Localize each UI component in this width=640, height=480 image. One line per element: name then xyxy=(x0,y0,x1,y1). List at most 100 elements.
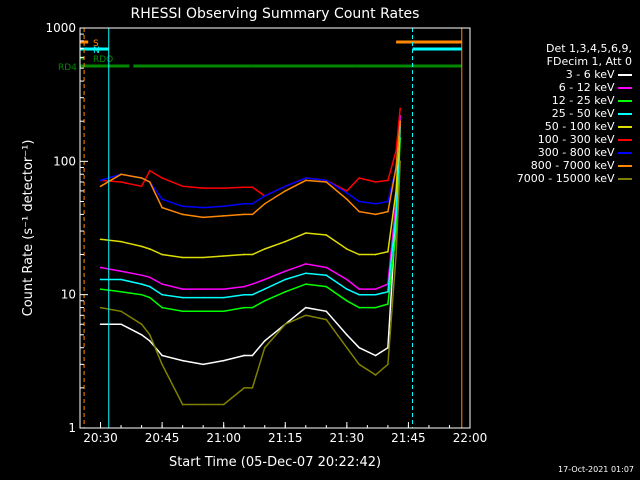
legend-entry-1: 6 - 12 keV xyxy=(559,81,632,94)
series-2-point-15 xyxy=(358,306,360,309)
legend-entry-7: 800 - 7000 keV xyxy=(531,159,632,172)
series-1-point-5 xyxy=(181,288,184,290)
series-2-point-5 xyxy=(181,310,184,313)
legend-swatch-6 xyxy=(618,152,632,154)
series-8-point-6 xyxy=(202,403,204,406)
series-8-point-5 xyxy=(181,403,184,406)
legend-header-line-1: Det 1,3,4,5,6,9, xyxy=(545,42,632,55)
x-tick-label-2: 21:00 xyxy=(206,431,241,445)
series-8-point-7 xyxy=(222,403,225,406)
series-7-point-2 xyxy=(140,177,143,179)
series-2-point-9 xyxy=(251,306,254,309)
series-0-point-9 xyxy=(251,354,254,357)
x-tick-label-4: 21:30 xyxy=(330,431,365,445)
series-6-point-16 xyxy=(374,203,377,205)
series-4-point-8 xyxy=(243,253,246,256)
series-8-point-18 xyxy=(395,253,397,256)
series-2-point-10 xyxy=(263,299,266,302)
series-2-point-8 xyxy=(243,306,246,309)
series-7-point-11 xyxy=(284,190,287,192)
series-1-point-2 xyxy=(140,274,143,276)
series-8-point-10 xyxy=(263,346,266,349)
legend-label-3: 25 - 50 keV xyxy=(551,107,618,120)
series-3-point-13 xyxy=(325,274,328,276)
series-8-point-15 xyxy=(358,363,360,366)
series-6-point-5 xyxy=(181,205,184,208)
chart-title: RHESSI Observing Summary Count Rates xyxy=(131,6,420,22)
series-5-point-5 xyxy=(181,185,184,188)
series-7-point-3 xyxy=(148,181,151,183)
legend-swatch-5 xyxy=(618,139,632,141)
x-tick-label-0: 20:30 xyxy=(83,431,118,445)
series-4-point-14 xyxy=(346,248,348,250)
y-tick-label-0: 1 xyxy=(68,421,76,435)
series-0-point-6 xyxy=(202,363,204,366)
series-0-point-15 xyxy=(358,346,360,349)
y-axis-label: Count Rate (s⁻¹ detector⁻¹) xyxy=(21,140,36,317)
legend-label-8: 7000 - 15000 keV xyxy=(516,172,618,185)
series-1-point-7 xyxy=(222,288,225,290)
series-5-point-8 xyxy=(243,186,246,188)
series-2-point-14 xyxy=(346,299,348,302)
legend-swatch-8 xyxy=(618,178,632,180)
series-3-point-2 xyxy=(140,283,143,285)
series-1-point-14 xyxy=(346,278,348,281)
series-4-point-5 xyxy=(181,256,184,259)
series-5-point-19 xyxy=(399,107,402,110)
series-4-point-18 xyxy=(395,190,397,192)
series-2-point-13 xyxy=(325,285,328,288)
timestamp: 17-Oct-2021 01:07 xyxy=(558,465,634,474)
series-1-point-11 xyxy=(284,270,287,272)
series-1-point-12 xyxy=(304,263,307,265)
series-6-point-11 xyxy=(284,185,287,188)
legend-label-7: 800 - 7000 keV xyxy=(530,159,618,172)
series-6-point-10 xyxy=(263,195,266,197)
series-7-point-8 xyxy=(243,213,246,216)
series-2-point-6 xyxy=(202,310,204,313)
series-6-point-4 xyxy=(161,198,163,200)
series-8-point-9 xyxy=(251,387,254,389)
series-7-point-19 xyxy=(399,120,402,122)
series-7-point-15 xyxy=(358,210,360,213)
legend-label-1: 6 - 12 keV xyxy=(558,81,618,94)
series-2-point-1 xyxy=(120,291,122,293)
series-line-6 xyxy=(100,121,401,209)
series-line-2 xyxy=(100,137,401,313)
series-0-point-8 xyxy=(243,354,246,357)
series-4-point-1 xyxy=(120,240,122,243)
legend-swatch-1 xyxy=(618,87,632,89)
series-0-point-13 xyxy=(325,310,328,313)
series-2-point-11 xyxy=(284,291,287,293)
series-7-point-16 xyxy=(374,213,377,216)
series-3-point-1 xyxy=(120,278,122,281)
series-3-point-3 xyxy=(148,285,151,288)
x-tick-label-1: 20:45 xyxy=(145,431,180,445)
series-5-point-3 xyxy=(148,169,151,172)
series-3-point-7 xyxy=(222,296,225,299)
x-tick-label-3: 21:15 xyxy=(268,431,303,445)
series-8-point-11 xyxy=(284,323,287,326)
y-tick-label-1: 10 xyxy=(61,288,76,302)
series-8-point-14 xyxy=(346,346,348,349)
legend-entry-3: 25 - 50 keV xyxy=(552,107,632,120)
series-line-8 xyxy=(100,161,401,406)
series-7-point-14 xyxy=(346,198,348,200)
series-8-point-13 xyxy=(325,318,328,321)
legend-swatch-4 xyxy=(618,126,632,128)
state-label-RDO: RDO xyxy=(93,55,113,65)
series-3-point-16 xyxy=(374,293,377,296)
series-7-point-17 xyxy=(387,210,389,213)
series-3-point-9 xyxy=(251,293,254,296)
series-6-point-17 xyxy=(387,200,389,203)
series-1-point-0 xyxy=(99,266,102,269)
series-8-point-0 xyxy=(99,306,102,309)
series-4-point-2 xyxy=(140,245,143,248)
series-3-point-0 xyxy=(99,278,102,281)
series-1-point-9 xyxy=(251,283,254,285)
series-4-point-7 xyxy=(222,255,225,257)
series-1-point-15 xyxy=(358,288,360,290)
series-2-point-16 xyxy=(374,306,377,309)
plot-frame xyxy=(79,27,471,429)
series-0-point-16 xyxy=(374,354,377,357)
series-5-point-4 xyxy=(161,177,163,179)
